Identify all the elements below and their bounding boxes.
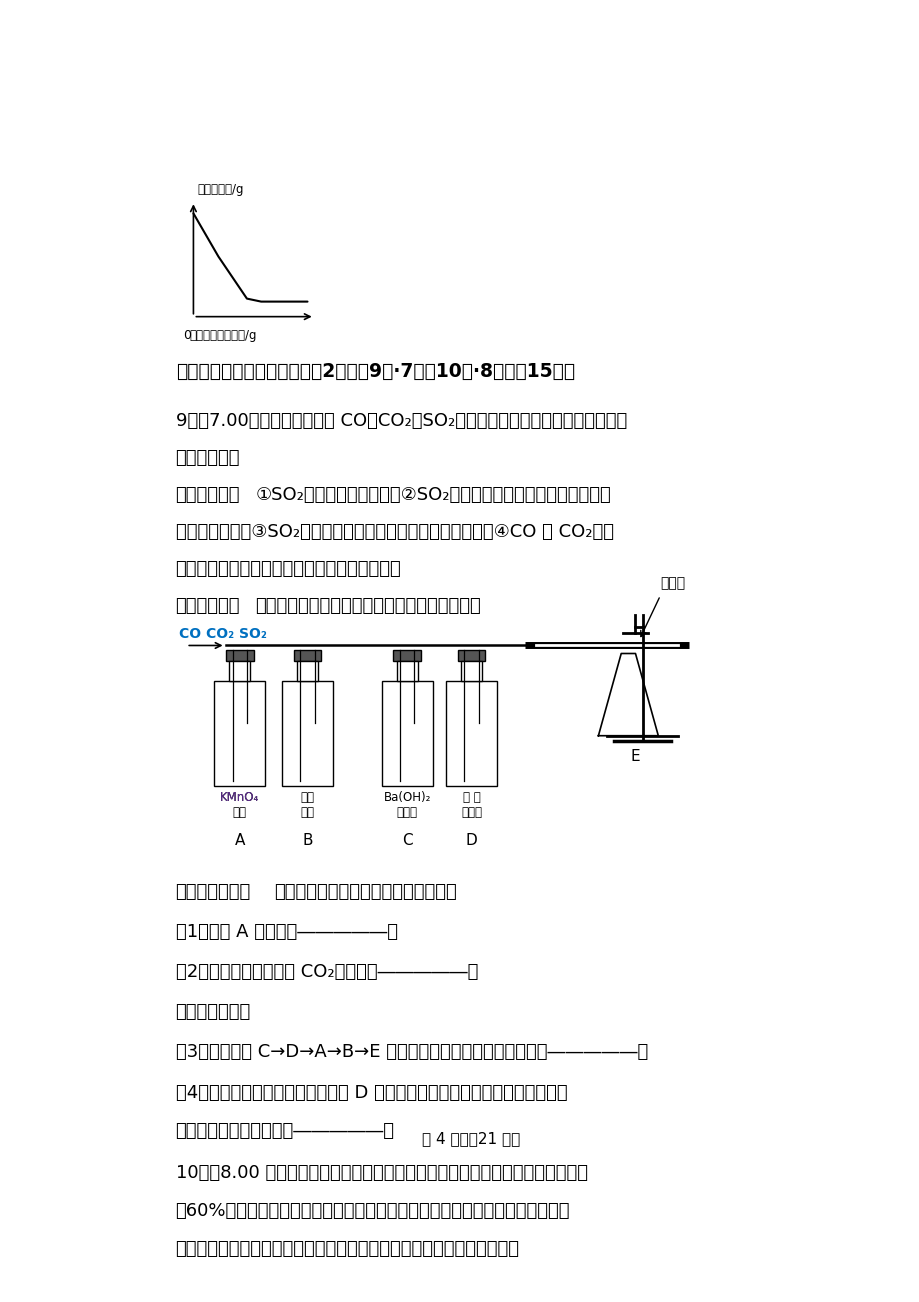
Text: 能使品红溶液褂色，也不与高锰酸鉢溶液反应。: 能使品红溶液褂色，也不与高锰酸鉢溶液反应。 — [176, 560, 401, 578]
Bar — [293, 651, 321, 660]
Text: 朐60%水的集气瓶倒置在水槽中收集氧气，得到的气体能使带火星的竹签复燃。: 朐60%水的集气瓶倒置在水槽中收集氧气，得到的气体能使带火星的竹签复燃。 — [176, 1202, 570, 1220]
Text: 通过实验验证了以上三种气体都存在。: 通过实验验证了以上三种气体都存在。 — [274, 883, 456, 901]
Text: 氧化铜: 氧化铜 — [660, 577, 685, 590]
Text: 固体的质量/g: 固体的质量/g — [197, 184, 244, 197]
Text: 第 4 页（內21 页）: 第 4 页（內21 页） — [422, 1131, 520, 1146]
Bar — [283, 729, 332, 784]
Text: （4）有同学提出上述原装置中省略 D 装置也能达到实验目的，你认为该同学的: （4）有同学提出上述原装置中省略 D 装置也能达到实验目的，你认为该同学的 — [176, 1083, 567, 1101]
Text: 品红
溶液: 品红 溶液 — [301, 790, 314, 819]
Text: ①SO₂能使品红溶液褂色；②SO₂易与高锰酸鉢溶液反应而被吸收，: ①SO₂能使品红溶液褂色；②SO₂易与高锰酸鉢溶液反应而被吸收， — [255, 486, 610, 504]
Bar — [281, 681, 333, 786]
Text: 【实验研究】: 【实验研究】 — [176, 598, 240, 616]
Bar — [457, 651, 485, 660]
Text: （1）装置 A 的作用是―――――；: （1）装置 A 的作用是―――――； — [176, 923, 397, 941]
Text: Ba(OH)₂
浓溶液: Ba(OH)₂ 浓溶液 — [383, 790, 430, 819]
Text: E: E — [630, 749, 640, 764]
Text: C: C — [402, 833, 413, 848]
Text: KMnO₄
溶液: KMnO₄ 溶液 — [220, 790, 259, 819]
Text: 为验证这三种气体同学们设计并进行如下实验：: 为验证这三种气体同学们设计并进行如下实验： — [255, 598, 481, 616]
Text: 【事实与结论】: 【事实与结论】 — [176, 883, 251, 901]
Bar — [214, 681, 266, 786]
Text: 了相关实验：: 了相关实验： — [176, 449, 240, 467]
Text: 9．（7.00分）某混合气体由 CO、CO₂、SO₂三种气体组成，某兴趣小组对此进行: 9．（7.00分）某混合气体由 CO、CO₂、SO₂三种气体组成，某兴趣小组对此… — [176, 411, 626, 430]
Bar — [297, 660, 318, 681]
Text: 0: 0 — [183, 328, 191, 341]
Text: 设计有无道理并说明理由―――――。: 设计有无道理并说明理由―――――。 — [176, 1122, 394, 1139]
Bar — [381, 681, 433, 786]
Text: A: A — [234, 833, 244, 848]
Text: 加入稀砲酸的质量/g: 加入稀砲酸的质量/g — [189, 328, 257, 341]
Text: 为了找到能使带火星竹签复燃的氧气含量最小値，他们进行了如下探究：: 为了找到能使带火星竹签复燃的氧气含量最小値，他们进行了如下探究： — [176, 1240, 519, 1258]
Text: 【查阅资料】: 【查阅资料】 — [176, 486, 240, 504]
Bar — [447, 729, 495, 784]
Text: CO CO₂ SO₂: CO CO₂ SO₂ — [179, 628, 267, 642]
Text: 并能使其褂色；③SO₂能使氯氧化钉溶液和澄清石灰水变浑流；④CO 和 CO₂均不: 并能使其褂色；③SO₂能使氯氧化钉溶液和澄清石灰水变浑流；④CO 和 CO₂均不 — [176, 523, 613, 542]
Text: （3）若装置按 C→D→A→B→E 的顺序连接，则无法验证的气体是―――――；: （3）若装置按 C→D→A→B→E 的顺序连接，则无法验证的气体是―――――； — [176, 1043, 647, 1061]
Text: 三、实验探究题（本大题共有2小题，9题·7分，10题·8分，內15分）: 三、实验探究题（本大题共有2小题，9题·7分，10题·8分，內15分） — [176, 362, 574, 380]
Bar — [215, 729, 264, 784]
Bar — [393, 651, 421, 660]
Bar — [226, 651, 254, 660]
Bar — [229, 660, 250, 681]
Bar — [382, 729, 431, 784]
Text: 【反思与评价】: 【反思与评价】 — [176, 1004, 251, 1021]
Text: 10．（8.00 分）小君和小英同学发现：带火星的竹签在空气中不会复燃，若用装: 10．（8.00 分）小君和小英同学发现：带火星的竹签在空气中不会复燃，若用装 — [176, 1164, 587, 1182]
Text: D: D — [465, 833, 477, 848]
Bar — [396, 660, 417, 681]
Text: KMnO₄: KMnO₄ — [220, 790, 259, 803]
Text: B: B — [302, 833, 312, 848]
Bar — [460, 660, 482, 681]
Text: （2）能证明气体中含有 CO₂的现象是―――――；: （2）能证明气体中含有 CO₂的现象是―――――； — [176, 963, 478, 982]
Text: 澄 清
石灰水: 澄 清 石灰水 — [460, 790, 482, 819]
Bar — [446, 681, 496, 786]
